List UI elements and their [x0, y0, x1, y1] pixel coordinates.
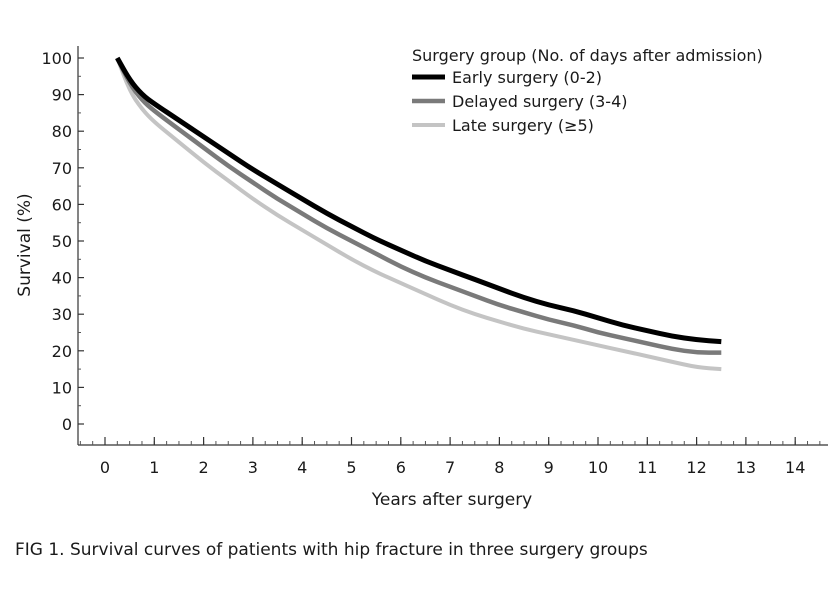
x-tick-label: 8 [494, 458, 504, 477]
series-layer [115, 56, 722, 372]
x-tick-label: 11 [637, 458, 657, 477]
y-tick-label: 30 [52, 305, 72, 324]
legend-label-0: Early surgery (0-2) [452, 68, 602, 87]
x-tick-label: 3 [248, 458, 258, 477]
y-tick-label: 70 [52, 159, 72, 178]
x-tick-label: 10 [588, 458, 608, 477]
x-tick-label: 5 [346, 458, 356, 477]
y-tick-label: 90 [52, 86, 72, 105]
x-axis: 0 1 2 3 4 5 6 7 8 9 10 11 12 13 14 [78, 437, 828, 477]
x-tick-label: 12 [686, 458, 706, 477]
y-axis-title: Survival (%) [15, 193, 35, 296]
y-tick-label: 60 [52, 195, 72, 214]
y-axis: 0 10 20 30 40 50 60 70 80 90 100 [41, 46, 84, 445]
y-tick-label: 10 [52, 378, 72, 397]
x-tick-label: 1 [149, 458, 159, 477]
figure-caption: FIG 1. Survival curves of patients with … [15, 540, 648, 560]
x-tick-label: 13 [736, 458, 756, 477]
y-tick-label: 20 [52, 342, 72, 361]
x-tick-label: 7 [445, 458, 455, 477]
y-tick-label: 40 [52, 269, 72, 288]
x-tick-label: 6 [396, 458, 406, 477]
x-tick-label: 4 [297, 458, 307, 477]
y-tick-label: 0 [62, 415, 72, 434]
series-line-1 [115, 57, 722, 355]
x-axis-title: Years after surgery [371, 490, 533, 510]
legend-title: Surgery group (No. of days after admissi… [412, 46, 763, 65]
x-tick-label: 9 [544, 458, 554, 477]
x-tick-label: 2 [199, 458, 209, 477]
y-tick-label: 80 [52, 122, 72, 141]
legend-label-2: Late surgery (≥5) [452, 116, 594, 135]
series-line-0 [115, 56, 722, 345]
x-tick-label: 0 [100, 458, 110, 477]
legend-label-1: Delayed surgery (3-4) [452, 92, 628, 111]
legend: Surgery group (No. of days after admissi… [412, 46, 763, 135]
y-tick-label: 100 [41, 49, 72, 68]
x-tick-label: 14 [785, 458, 805, 477]
y-tick-label: 50 [52, 232, 72, 251]
series-line-2 [115, 57, 722, 372]
